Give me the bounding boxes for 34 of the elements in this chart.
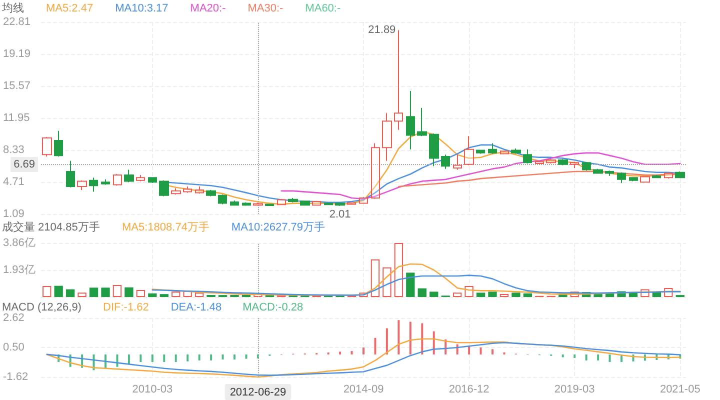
y-tick-label: 22.81	[3, 16, 31, 28]
legend-label: MA60:-	[305, 2, 341, 14]
annotation: 21.89	[368, 24, 396, 36]
text: MA10:2627.79万手	[231, 220, 325, 234]
x-tick-label: 2010-03	[132, 384, 173, 396]
y-tick-label: 2.62	[3, 312, 24, 324]
legend-title: 均线	[1, 2, 24, 14]
x-tick-label: 2019-03	[554, 384, 595, 396]
y-tick-label: 19.19	[3, 48, 31, 60]
y-tick-label: 15.57	[3, 80, 31, 92]
y-tick-label: 4.71	[3, 176, 24, 188]
y-tick-label: 0.50	[3, 342, 24, 354]
y-tick-label: -1.62	[3, 371, 28, 383]
text: MA20:-	[190, 2, 226, 14]
text: DEA:-1.48	[170, 302, 222, 314]
y-tick-label: 3.86亿	[3, 237, 36, 249]
text: MA5:1808.74万手	[122, 220, 210, 234]
x-tick-label: 2012-06-29	[230, 386, 286, 398]
y-tick-label: 8.33	[3, 144, 24, 156]
y-tick-label: 1.93亿	[3, 264, 36, 276]
x-tick-label: 2014-09	[343, 384, 384, 396]
legend-title: MACD (12,26,9)	[2, 302, 82, 314]
y-tick-label: 11.95	[3, 112, 30, 124]
x-tick-label: 2021-05	[660, 384, 700, 396]
y-tick-label: 1.09	[3, 208, 24, 220]
ref-line-label: 6.69	[14, 158, 35, 170]
x-tick-label: 2016-12	[448, 384, 490, 396]
text: MA30:-	[248, 2, 284, 14]
text: MA10:3.17	[115, 2, 168, 14]
text: MA5:2.47	[46, 2, 94, 14]
text: MACD:-0.28	[242, 302, 304, 314]
legend-title: 成交量 2104.85万手	[2, 220, 100, 234]
annotation: 2.01	[329, 208, 351, 220]
text: DIF:-1.62	[103, 302, 149, 314]
